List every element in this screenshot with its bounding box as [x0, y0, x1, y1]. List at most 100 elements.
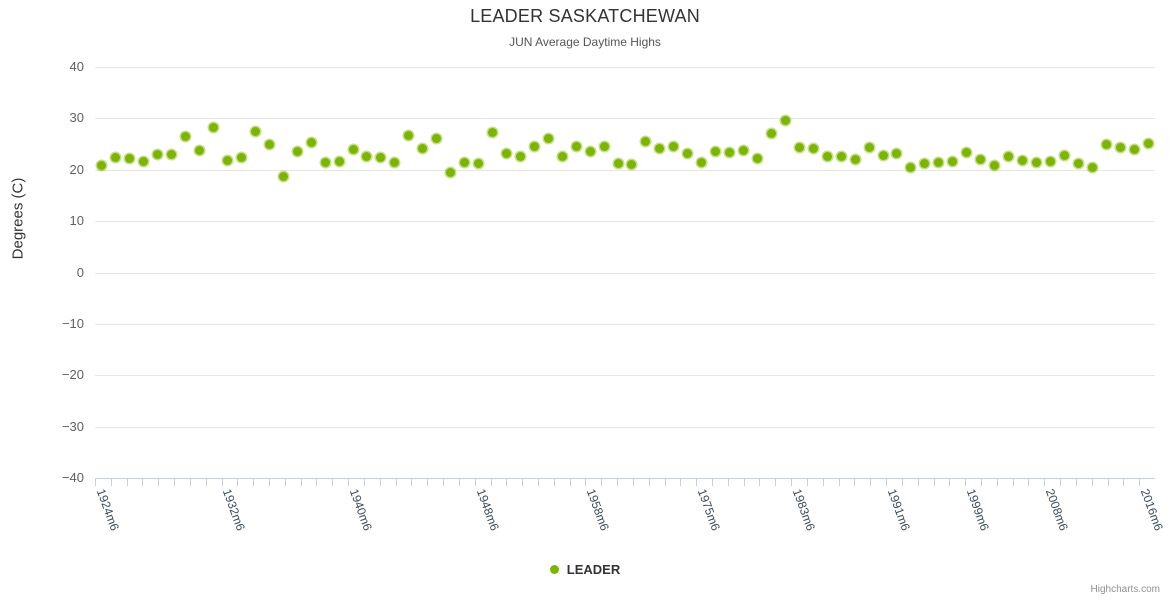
- y-axis-tick-label: −20: [61, 367, 84, 383]
- data-point[interactable]: [501, 148, 511, 158]
- data-point[interactable]: [404, 130, 414, 140]
- data-point[interactable]: [739, 145, 749, 155]
- x-axis-tick: [174, 479, 175, 486]
- data-point[interactable]: [390, 157, 400, 167]
- data-point[interactable]: [990, 160, 1000, 170]
- data-point[interactable]: [181, 132, 191, 142]
- x-axis-tick: [759, 479, 760, 486]
- x-axis-tick: [475, 479, 476, 486]
- data-point[interactable]: [878, 151, 888, 161]
- data-point[interactable]: [1129, 144, 1139, 154]
- data-point[interactable]: [864, 143, 874, 153]
- x-axis-tick: [934, 479, 935, 486]
- data-point[interactable]: [1059, 151, 1069, 161]
- data-point[interactable]: [1101, 139, 1111, 149]
- data-point[interactable]: [683, 148, 693, 158]
- data-point[interactable]: [822, 151, 832, 161]
- data-point[interactable]: [543, 133, 553, 143]
- gridline: [95, 272, 1155, 274]
- data-point[interactable]: [1031, 157, 1041, 167]
- data-point[interactable]: [1115, 142, 1125, 152]
- data-point[interactable]: [264, 139, 274, 149]
- data-point[interactable]: [209, 123, 219, 133]
- data-point[interactable]: [599, 142, 609, 152]
- data-point[interactable]: [1004, 151, 1014, 161]
- x-axis-tick: [332, 479, 333, 486]
- data-point[interactable]: [1018, 156, 1027, 165]
- data-point[interactable]: [306, 137, 316, 147]
- data-point[interactable]: [711, 146, 721, 156]
- data-point[interactable]: [348, 145, 358, 155]
- x-axis-tick: [554, 479, 555, 486]
- x-axis-tick-label: 1948m6: [473, 487, 502, 533]
- data-point[interactable]: [808, 143, 818, 153]
- data-point[interactable]: [223, 156, 232, 165]
- x-axis-tick: [1044, 479, 1045, 486]
- data-point[interactable]: [948, 156, 958, 166]
- data-point[interactable]: [655, 144, 665, 154]
- data-point[interactable]: [529, 141, 539, 151]
- x-axis-tick: [775, 479, 776, 486]
- x-axis-tick: [522, 479, 523, 486]
- data-point[interactable]: [334, 157, 344, 167]
- data-point[interactable]: [571, 142, 581, 152]
- data-point[interactable]: [1143, 139, 1153, 149]
- x-axis-tick: [839, 479, 840, 486]
- data-point[interactable]: [725, 148, 735, 158]
- data-point[interactable]: [97, 160, 107, 170]
- data-point[interactable]: [613, 159, 623, 169]
- data-point[interactable]: [250, 126, 260, 136]
- data-point[interactable]: [753, 153, 762, 163]
- data-point[interactable]: [446, 168, 456, 178]
- data-point[interactable]: [892, 149, 902, 159]
- data-point[interactable]: [836, 151, 846, 161]
- data-point[interactable]: [766, 129, 776, 139]
- credits-link[interactable]: Highcharts.com: [1090, 584, 1160, 595]
- y-axis-tick-label: −30: [61, 418, 84, 434]
- data-point[interactable]: [236, 152, 246, 162]
- legend-item-leader[interactable]: LEADER: [549, 562, 620, 577]
- data-point[interactable]: [557, 151, 567, 161]
- x-axis-tick: [791, 479, 792, 486]
- data-point[interactable]: [627, 160, 637, 170]
- data-point[interactable]: [669, 141, 679, 151]
- x-axis-tick: [633, 479, 634, 486]
- data-point[interactable]: [362, 152, 372, 162]
- data-point[interactable]: [1073, 159, 1083, 169]
- data-point[interactable]: [125, 154, 135, 164]
- data-point[interactable]: [934, 157, 944, 167]
- data-point[interactable]: [195, 145, 205, 155]
- data-point[interactable]: [432, 134, 442, 144]
- data-point[interactable]: [111, 153, 121, 163]
- y-axis-tick-label: 0: [76, 264, 84, 280]
- data-point[interactable]: [460, 158, 470, 168]
- x-axis-tick: [601, 479, 602, 486]
- data-point[interactable]: [139, 156, 149, 166]
- data-point[interactable]: [515, 152, 525, 162]
- data-point[interactable]: [376, 152, 386, 162]
- data-point[interactable]: [488, 127, 497, 137]
- data-point[interactable]: [920, 159, 930, 169]
- data-point[interactable]: [962, 147, 972, 157]
- data-point[interactable]: [780, 116, 790, 126]
- data-point[interactable]: [167, 149, 177, 159]
- data-point[interactable]: [418, 143, 428, 153]
- data-point[interactable]: [794, 142, 804, 152]
- x-axis-tick: [649, 479, 650, 486]
- data-point[interactable]: [320, 157, 330, 167]
- data-point[interactable]: [697, 157, 707, 167]
- y-axis-tick-label: 40: [69, 59, 84, 74]
- data-point[interactable]: [1087, 162, 1097, 172]
- data-point[interactable]: [474, 159, 484, 169]
- data-point[interactable]: [292, 146, 302, 156]
- data-point[interactable]: [976, 154, 986, 164]
- data-point[interactable]: [278, 171, 288, 181]
- data-point[interactable]: [850, 154, 860, 164]
- y-axis-tick-label: −40: [61, 470, 84, 485]
- data-point[interactable]: [906, 163, 916, 173]
- data-point[interactable]: [153, 150, 163, 160]
- data-point[interactable]: [585, 147, 595, 157]
- x-axis-tick: [570, 479, 571, 486]
- data-point[interactable]: [1045, 157, 1055, 167]
- data-point[interactable]: [641, 136, 651, 146]
